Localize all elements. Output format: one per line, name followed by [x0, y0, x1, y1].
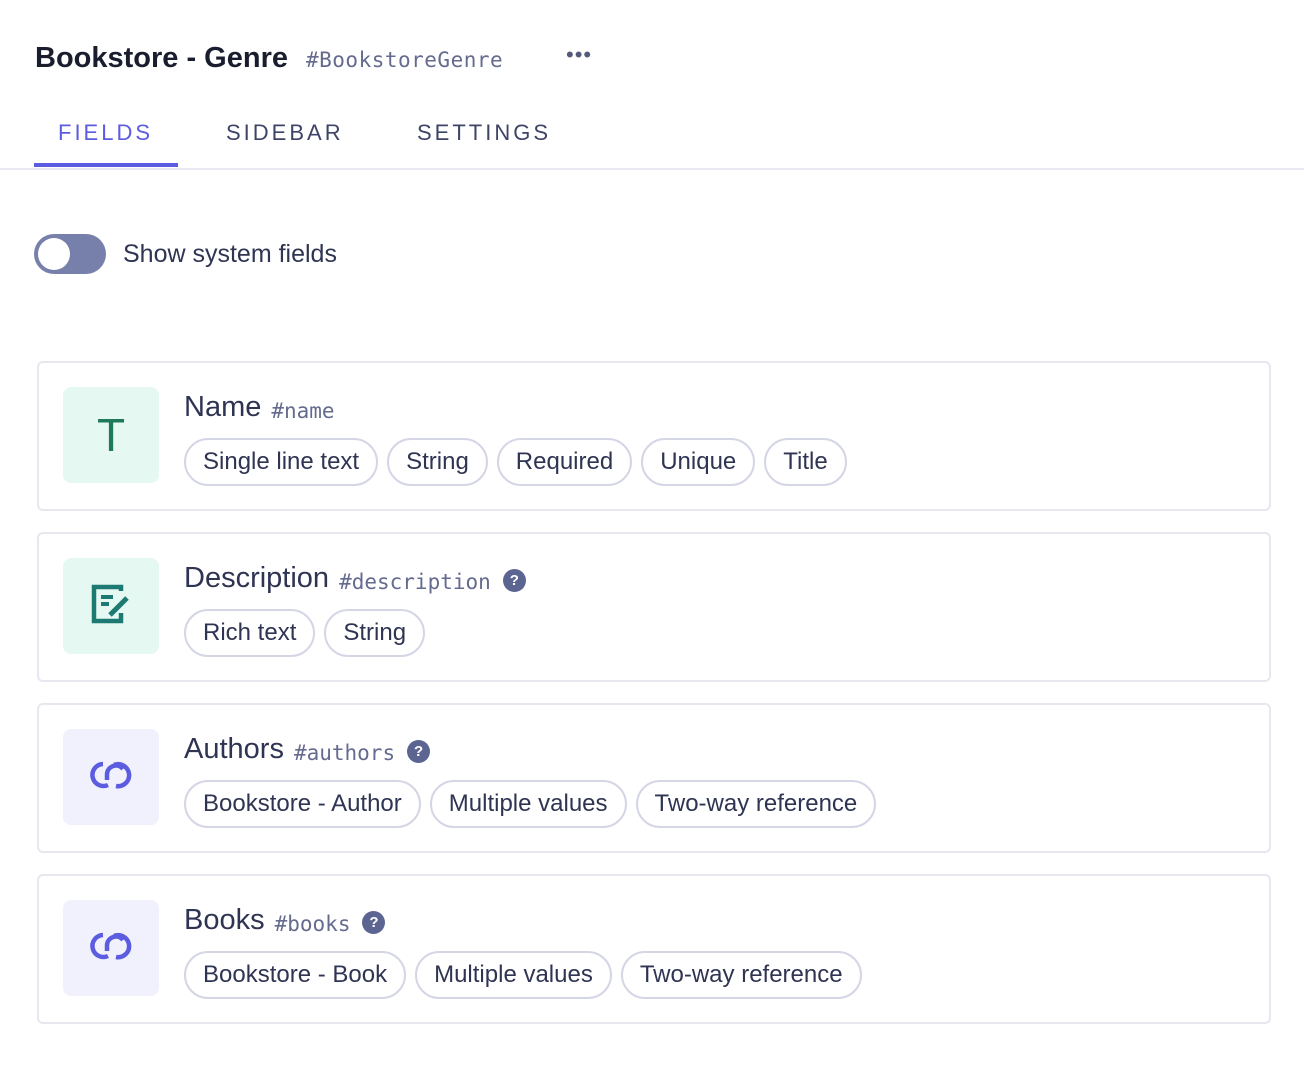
page-title: Bookstore - Genre: [35, 42, 288, 74]
field-name: Description: [184, 562, 330, 594]
toggle-knob: [38, 238, 70, 270]
field-tags: Rich text String: [184, 609, 426, 657]
field-type-icon-box: T: [63, 387, 159, 483]
field-api-key: #authors: [293, 740, 396, 765]
field-card[interactable]: Description #description ? Rich text Stri…: [37, 532, 1271, 682]
active-tab-indicator: [34, 163, 178, 167]
field-tags: Single line text String Required Unique Titl…: [184, 438, 847, 486]
field-tag: Rich text: [184, 609, 316, 657]
field-card[interactable]: Books #books ? Bookstore - Book Multiple …: [37, 874, 1271, 1024]
field-card[interactable]: T Name #name Single line text String Requi…: [37, 361, 1271, 511]
field-tag: Two-way reference: [620, 951, 862, 999]
field-tag: Multiple values: [415, 951, 612, 999]
field-api-key: #books: [274, 911, 351, 936]
link-icon: [88, 931, 134, 966]
help-icon[interactable]: ?: [502, 569, 526, 592]
field-tag: String: [387, 438, 488, 486]
page-header: Bookstore - Genre #BookstoreGenre: [35, 42, 503, 75]
field-card[interactable]: Authors #authors ? Bookstore - Author Mul…: [37, 703, 1271, 853]
tab-bar: FIELDS SIDEBAR SETTINGS: [0, 100, 1304, 170]
help-icon[interactable]: ?: [362, 911, 386, 934]
tab-fields[interactable]: FIELDS: [58, 120, 154, 145]
help-icon[interactable]: ?: [407, 740, 431, 763]
text-t-icon: T: [96, 409, 126, 461]
field-name: Authors: [184, 733, 284, 765]
field-tag: String: [324, 609, 426, 657]
tab-settings[interactable]: SETTINGS: [417, 120, 552, 145]
field-tag: Unique: [641, 438, 756, 486]
link-icon: [88, 760, 134, 795]
show-system-fields-toggle[interactable]: [34, 234, 106, 274]
field-name: Books: [184, 904, 265, 936]
field-tag: Title: [764, 438, 847, 486]
field-tag: Bookstore - Author: [184, 780, 421, 828]
field-type-icon-box: [63, 900, 159, 996]
field-api-key: #description: [339, 569, 491, 594]
field-type-icon-box: [63, 558, 159, 654]
field-type-icon-box: [63, 729, 159, 825]
field-tag: Bookstore - Book: [184, 951, 407, 999]
field-tags: Bookstore - Book Multiple values Two-way r…: [184, 951, 862, 999]
field-tag: Two-way reference: [635, 780, 877, 828]
more-options-icon[interactable]: •••: [566, 42, 593, 67]
tab-sidebar[interactable]: SIDEBAR: [226, 120, 344, 145]
toggle-label: Show system fields: [123, 240, 337, 268]
api-key: #BookstoreGenre: [306, 48, 504, 72]
field-tags: Bookstore - Author Multiple values Two-way…: [184, 780, 877, 828]
field-tag: Required: [496, 438, 633, 486]
field-api-key: #name: [271, 398, 335, 423]
field-tag: Single line text: [184, 438, 379, 486]
field-name: Name: [184, 391, 262, 423]
field-tag: Multiple values: [429, 780, 627, 828]
edit-document-icon: [91, 583, 131, 630]
